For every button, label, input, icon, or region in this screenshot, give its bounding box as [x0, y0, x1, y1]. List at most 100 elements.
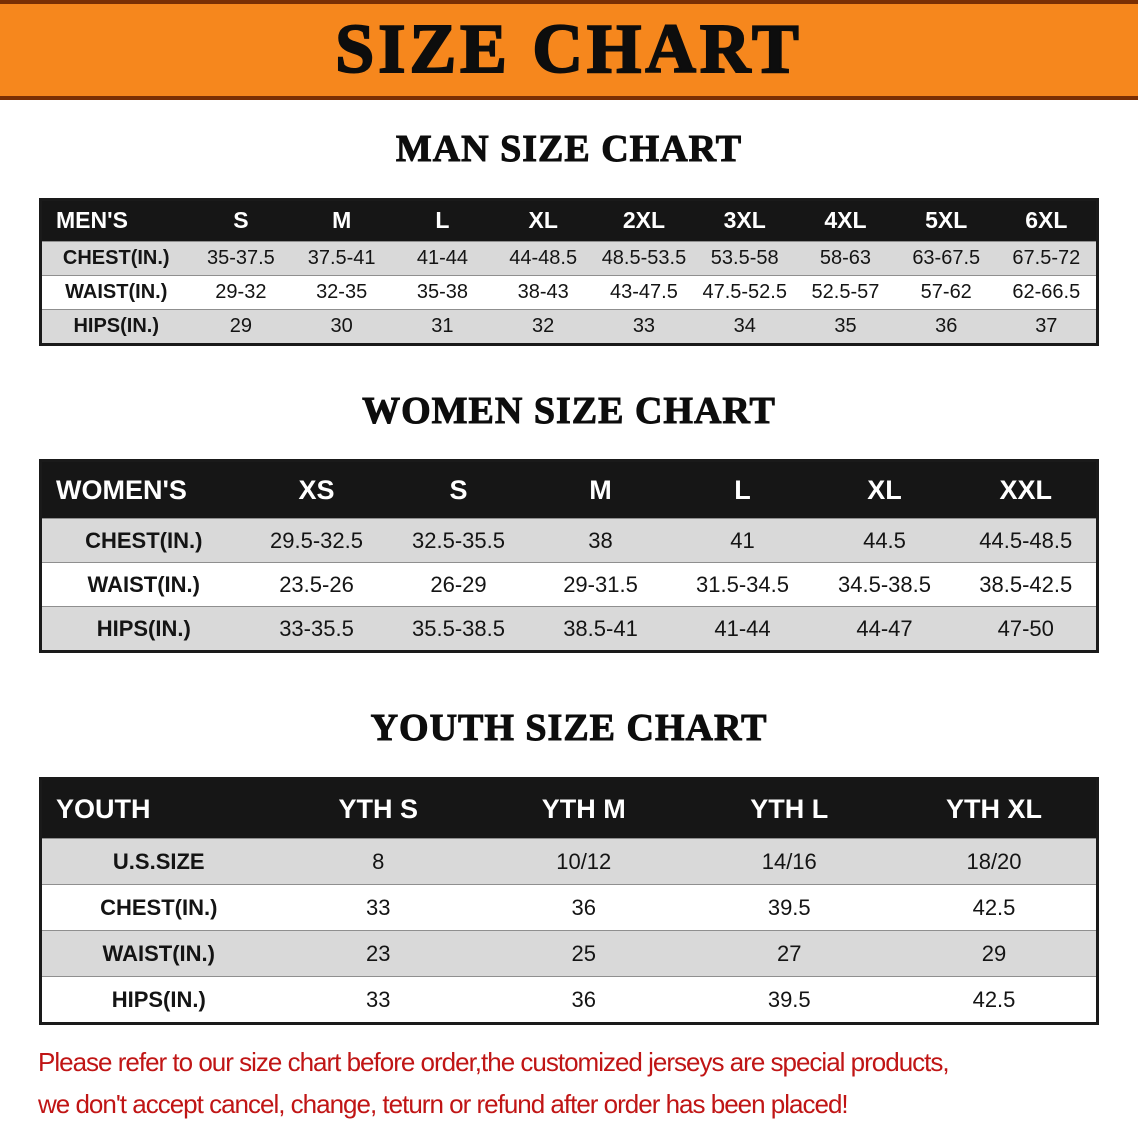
table-cell: 29-32	[190, 274, 292, 310]
table-cell: 36	[895, 308, 997, 345]
table-cell: 39.5	[686, 976, 892, 1024]
table-cell: 35-38	[392, 274, 493, 310]
size-column-header: YTH M	[481, 778, 687, 839]
table-cell: 29	[892, 930, 1098, 977]
table-cell: 33	[593, 308, 695, 345]
table-corner-label: MEN'S	[40, 199, 191, 242]
table-cell: 35-37.5	[190, 240, 292, 276]
table-header-row: YOUTH YTH S YTH M YTH L YTH XL	[40, 778, 1098, 839]
table-cell: 35	[795, 308, 896, 345]
table-corner-label: WOMEN'S	[40, 460, 246, 519]
table-cell: 34	[694, 308, 796, 345]
row-label-cell: CHEST(IN.)	[40, 884, 276, 931]
size-column-header: 6XL	[996, 199, 1098, 242]
size-column-header: 2XL	[593, 199, 695, 242]
table-cell: 23	[275, 930, 481, 977]
table-cell: 38-43	[492, 274, 594, 310]
table-cell: 41-44	[671, 606, 814, 652]
table-row: HIPS(IN.) 29 30 31 32 33 34 35 36 37	[40, 308, 1098, 345]
women-size-table: WOMEN'S XS S M L XL XXL CHEST(IN.) 29.5-32.5 32.5…	[39, 459, 1099, 654]
table-cell: 67.5-72	[996, 240, 1098, 276]
size-column-header: M	[291, 199, 393, 242]
size-column-header: 4XL	[795, 199, 896, 242]
size-column-header: 5XL	[895, 199, 997, 242]
table-cell: 32	[492, 308, 594, 345]
table-cell: 35.5-38.5	[387, 606, 530, 652]
table-row: WAIST(IN.) 23 25 27 29	[40, 930, 1098, 977]
table-cell: 34.5-38.5	[813, 562, 956, 607]
table-cell: 25	[481, 930, 687, 977]
table-cell: 63-67.5	[895, 240, 997, 276]
table-cell: 58-63	[795, 240, 896, 276]
men-size-table: MEN'S S M L XL 2XL 3XL 4XL 5XL 6XL CHEST(IN.) 35-37…	[39, 197, 1099, 346]
size-column-header: L	[671, 460, 814, 519]
row-label-cell: HIPS(IN.)	[40, 308, 191, 345]
table-cell: 42.5	[892, 884, 1098, 931]
table-cell: 44.5-48.5	[955, 518, 1098, 563]
size-column-header: YTH S	[275, 778, 481, 839]
size-column-header: S	[190, 199, 292, 242]
table-row: CHEST(IN.) 35-37.5 37.5-41 41-44 44-48.5 48.5…	[40, 240, 1098, 276]
women-size-section: WOMEN SIZE CHART WOMEN'S XS S M L XL XXL CHEST(…	[0, 389, 1138, 654]
size-column-header: L	[392, 199, 493, 242]
table-row: WAIST(IN.) 29-32 32-35 35-38 38-43 43-47.5 47.…	[40, 274, 1098, 310]
table-cell: 8	[275, 838, 481, 885]
table-row: U.S.SIZE 8 10/12 14/16 18/20	[40, 838, 1098, 885]
table-cell: 14/16	[686, 838, 892, 885]
row-label-cell: HIPS(IN.)	[40, 606, 246, 652]
women-section-heading: WOMEN SIZE CHART	[362, 389, 776, 432]
size-chart-banner: SIZE CHART	[0, 0, 1138, 100]
row-label-cell: WAIST(IN.)	[40, 930, 276, 977]
table-header-row: MEN'S S M L XL 2XL 3XL 4XL 5XL 6XL	[40, 199, 1098, 242]
size-column-header: XL	[813, 460, 956, 519]
table-row: CHEST(IN.) 33 36 39.5 42.5	[40, 884, 1098, 931]
table-cell: 10/12	[481, 838, 687, 885]
row-label-cell: CHEST(IN.)	[40, 240, 191, 276]
size-column-header: YTH XL	[892, 778, 1098, 839]
table-cell: 36	[481, 884, 687, 931]
youth-section-heading: YOUTH SIZE CHART	[370, 707, 768, 750]
men-section-heading: MAN SIZE CHART	[395, 128, 743, 171]
table-cell: 44.5	[813, 518, 956, 563]
table-cell: 33-35.5	[245, 606, 388, 652]
table-cell: 38	[529, 518, 672, 563]
table-cell: 33	[275, 976, 481, 1024]
table-cell: 31.5-34.5	[671, 562, 814, 607]
table-cell: 38.5-42.5	[955, 562, 1098, 607]
table-cell: 30	[291, 308, 393, 345]
size-column-header: S	[387, 460, 530, 519]
banner-title: SIZE CHART	[334, 11, 803, 88]
size-column-header: XS	[245, 460, 388, 519]
table-cell: 36	[481, 976, 687, 1024]
table-cell: 41	[671, 518, 814, 563]
table-cell: 33	[275, 884, 481, 931]
row-label-cell: WAIST(IN.)	[40, 274, 191, 310]
table-cell: 29.5-32.5	[245, 518, 388, 563]
table-cell: 62-66.5	[996, 274, 1098, 310]
size-column-header: YTH L	[686, 778, 892, 839]
table-cell: 32-35	[291, 274, 393, 310]
size-column-header: XXL	[955, 460, 1098, 519]
row-label-cell: WAIST(IN.)	[40, 562, 246, 607]
table-cell: 47-50	[955, 606, 1098, 652]
table-cell: 31	[392, 308, 493, 345]
table-cell: 27	[686, 930, 892, 977]
table-row: WAIST(IN.) 23.5-26 26-29 29-31.5 31.5-34.5 34…	[40, 562, 1098, 607]
row-label-cell: HIPS(IN.)	[40, 976, 276, 1024]
table-cell: 18/20	[892, 838, 1098, 885]
table-corner-label: YOUTH	[40, 778, 276, 839]
table-cell: 43-47.5	[593, 274, 695, 310]
table-cell: 53.5-58	[694, 240, 796, 276]
disclaimer-text: Please refer to our size chart before or…	[38, 1041, 1138, 1125]
table-cell: 47.5-52.5	[694, 274, 796, 310]
table-row: CHEST(IN.) 29.5-32.5 32.5-35.5 38 41 44.5 44.5…	[40, 518, 1098, 563]
table-row: HIPS(IN.) 33 36 39.5 42.5	[40, 976, 1098, 1024]
size-column-header: XL	[492, 199, 594, 242]
table-cell: 29	[190, 308, 292, 345]
table-cell: 44-48.5	[492, 240, 594, 276]
table-header-row: WOMEN'S XS S M L XL XXL	[40, 460, 1098, 519]
table-cell: 26-29	[387, 562, 530, 607]
row-label-cell: U.S.SIZE	[40, 838, 276, 885]
table-cell: 44-47	[813, 606, 956, 652]
table-cell: 39.5	[686, 884, 892, 931]
